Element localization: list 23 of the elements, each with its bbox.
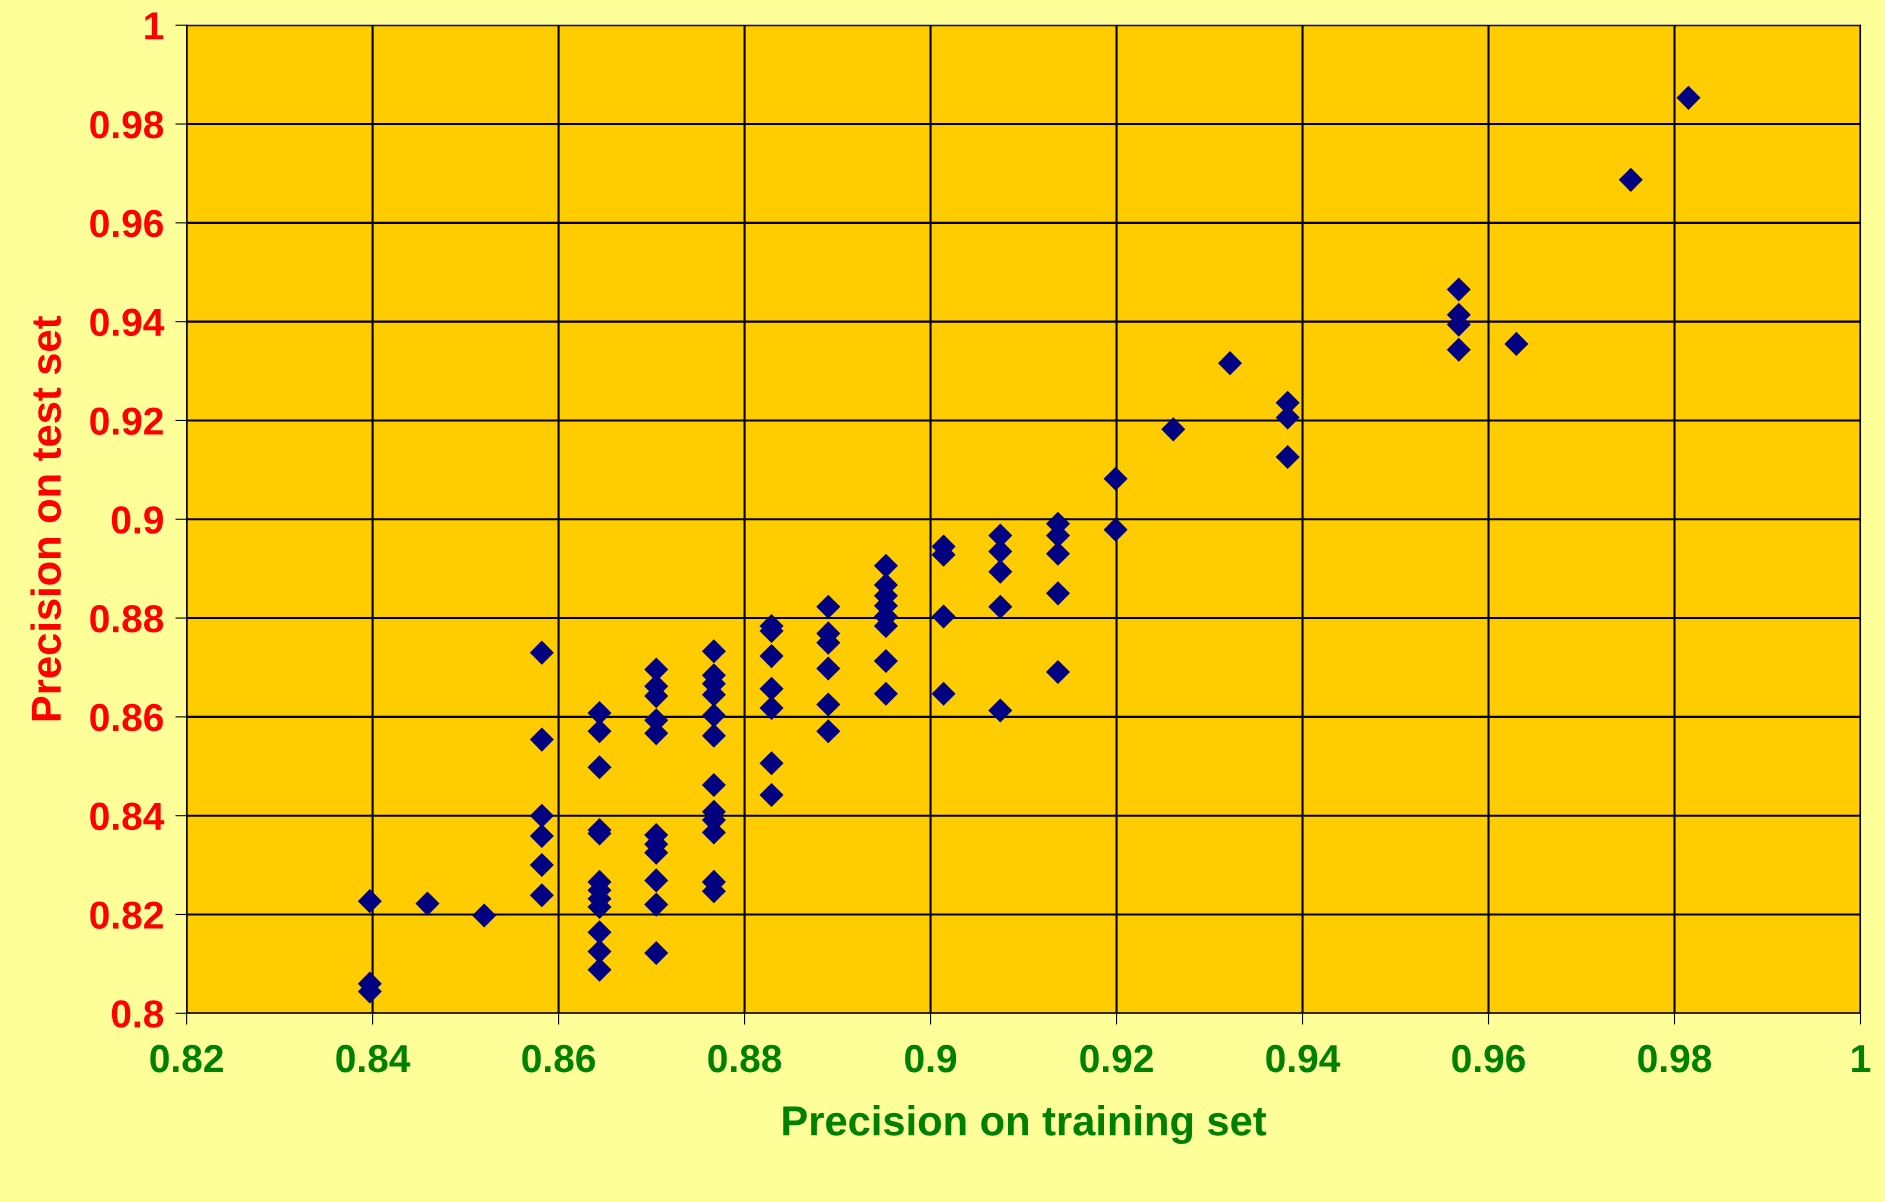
x-tick-label: 0.92 bbox=[1080, 1044, 1153, 1073]
y-tick-label: 0.96 bbox=[90, 209, 163, 238]
x-tick-label: 0.98 bbox=[1638, 1044, 1712, 1073]
x-tick-label: 1 bbox=[1852, 1045, 1871, 1073]
y-tick-label: 0.9 bbox=[111, 506, 163, 534]
x-tick-label: 0.86 bbox=[522, 1044, 596, 1073]
y-tick-label: 0.88 bbox=[90, 605, 164, 633]
x-tick-label: 0.84 bbox=[336, 1044, 411, 1073]
x-tick-label: 0.88 bbox=[708, 1044, 782, 1073]
y-tick-label: 0.86 bbox=[90, 703, 163, 732]
y-tick-label: 0.94 bbox=[90, 308, 165, 337]
x-tick-label: 0.82 bbox=[150, 1044, 223, 1073]
y-tick-label: 0.92 bbox=[90, 407, 163, 435]
x-tick-label: 0.96 bbox=[1452, 1044, 1525, 1073]
y-tick-label: 0.82 bbox=[90, 901, 163, 929]
y-tick-label: 1 bbox=[145, 12, 164, 40]
y-axis-title: Precision on test set bbox=[30, 315, 62, 721]
y-tick-label: 0.8 bbox=[111, 1000, 164, 1028]
x-tick-label: 0.9 bbox=[905, 1044, 957, 1073]
y-tick-label: 0.84 bbox=[90, 802, 165, 831]
x-tick-label: 0.94 bbox=[1266, 1044, 1341, 1073]
x-axis-title: Precision on training set bbox=[783, 1105, 1267, 1145]
y-tick-label: 0.98 bbox=[90, 110, 164, 139]
